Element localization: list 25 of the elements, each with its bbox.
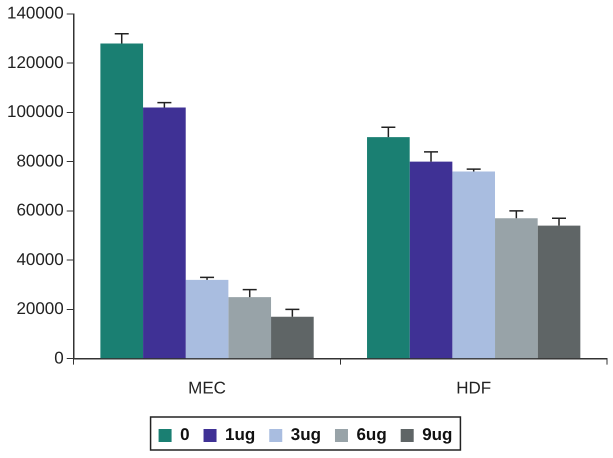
y-tick-label: 80000 [16,151,64,170]
y-tick-label: 120000 [6,52,64,72]
bar [100,44,144,358]
legend-label: 3ug [290,425,321,444]
legend-label: 0 [180,425,190,444]
y-tick-label: 40000 [16,250,64,269]
x-tick-label: HDF [456,378,492,398]
y-tick-label: 100000 [6,102,64,122]
bar [271,316,314,358]
y-tick-label: 60000 [16,200,64,220]
bar [538,226,580,358]
bar [228,297,272,358]
legend-label: 6ug [356,425,387,444]
y-tick-label: 20000 [16,299,64,318]
y-tick-label: 0 [54,348,64,368]
bar [495,218,538,358]
x-tick-label: MEC [188,378,226,398]
bar [452,172,496,358]
bar [367,137,410,358]
bar [143,108,186,358]
y-tick-label: 140000 [6,4,64,23]
bar [410,162,452,358]
legend-label: 9ug [422,425,452,444]
legend-label: 1ug [225,425,256,444]
bar [186,280,228,358]
